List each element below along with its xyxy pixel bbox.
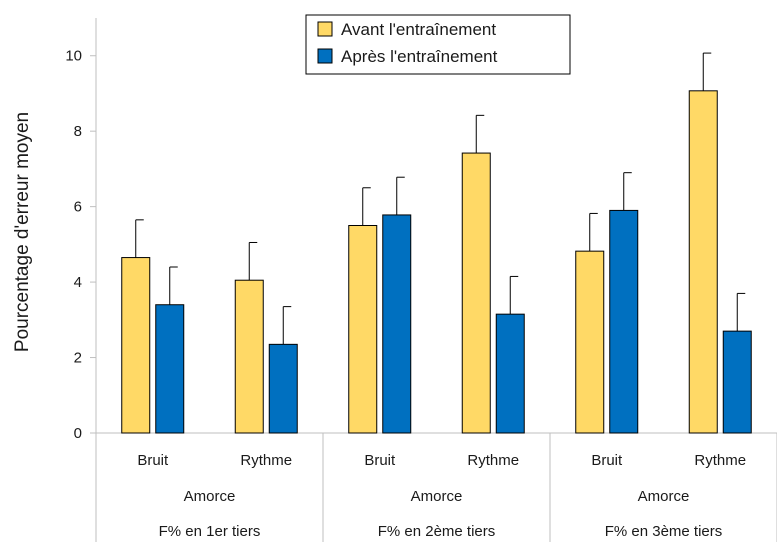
- y-tick-label: 8: [74, 123, 82, 140]
- y-tick-label: 2: [74, 350, 82, 367]
- x-group-label-level2: Amorce: [411, 488, 463, 505]
- bar: [495, 313, 525, 434]
- bar: [382, 214, 412, 434]
- x-group-label-level3: F% en 3ème tiers: [605, 523, 723, 540]
- bar: [722, 330, 752, 434]
- bar: [461, 152, 491, 434]
- x-group-label-level2: Amorce: [638, 488, 690, 505]
- legend-label: Avant l'entraînement: [341, 20, 496, 39]
- y-tick-label: 10: [65, 48, 82, 65]
- bar: [688, 90, 718, 434]
- x-axis-labels: Bruit Rythme Bruit Rythme Bruit Rythme Amorce A…: [137, 452, 746, 540]
- x-group-label-level3: F% en 1er tiers: [159, 523, 261, 540]
- y-tick-label: 0: [74, 425, 82, 442]
- y-tick-label: 4: [74, 274, 82, 291]
- x-category-label: Bruit: [137, 452, 169, 469]
- x-category-label: Bruit: [591, 452, 623, 469]
- legend: Avant l'entraînement Après l'entraînement: [305, 14, 571, 75]
- bar: [234, 279, 264, 434]
- x-group-label-level2: Amorce: [184, 488, 236, 505]
- bar: [609, 209, 639, 434]
- legend-swatch: [317, 48, 333, 64]
- y-tick-label: 6: [74, 199, 82, 216]
- bar: [348, 225, 378, 434]
- y-axis-label-group: Pourcentage d'erreur moyen: [12, 112, 33, 352]
- axes: 0 2 4 6 8 10: [65, 18, 777, 542]
- error-bars: [135, 52, 746, 345]
- x-group-label-level3: F% en 2ème tiers: [378, 523, 496, 540]
- x-category-label: Rythme: [694, 452, 746, 469]
- x-category-label: Bruit: [364, 452, 396, 469]
- bar: [268, 343, 298, 434]
- bar: [155, 304, 185, 434]
- x-category-label: Rythme: [467, 452, 519, 469]
- x-category-label: Rythme: [240, 452, 292, 469]
- bars: [121, 90, 752, 434]
- bar: [575, 250, 605, 434]
- legend-swatch: [317, 21, 333, 37]
- y-axis-label: Pourcentage d'erreur moyen: [12, 112, 33, 352]
- bar: [121, 257, 151, 434]
- legend-box: [305, 14, 571, 75]
- legend-label: Après l'entraînement: [341, 47, 498, 66]
